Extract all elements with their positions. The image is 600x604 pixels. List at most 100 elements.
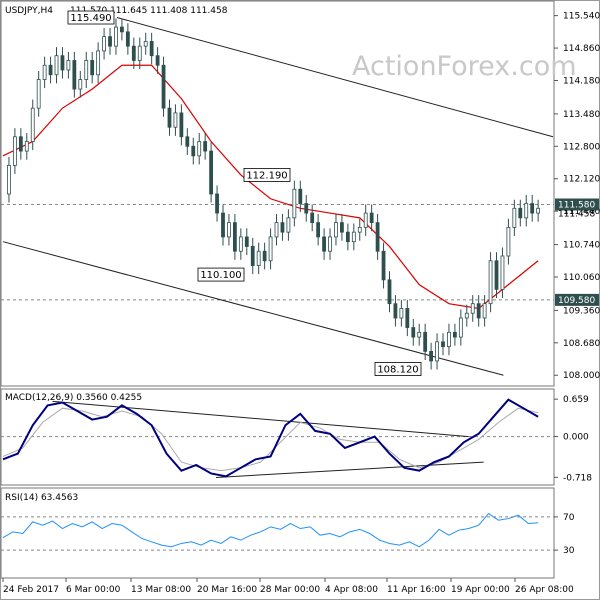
price-tick-label: 108.000	[563, 371, 600, 381]
candle-body	[36, 79, 41, 109]
candle-body	[232, 222, 237, 252]
candle-body	[357, 226, 362, 233]
candle-body	[387, 279, 392, 305]
candle-body	[458, 317, 463, 338]
candle-body	[197, 141, 202, 157]
candle-body	[405, 308, 410, 328]
candle-body	[316, 222, 321, 238]
price-tick-label: 111.440	[563, 207, 600, 217]
support-price-box	[555, 293, 599, 306]
candle-body	[227, 222, 231, 238]
candle-body	[161, 64, 166, 109]
candle-body	[494, 260, 499, 290]
price-lines	[1, 17, 554, 376]
sma-line	[2, 64, 539, 310]
candle-body	[488, 260, 493, 305]
price-annotation-label: 110.100	[200, 270, 241, 281]
x-tick-label: 13 Mar 08:00	[131, 585, 191, 595]
candle-body	[470, 303, 475, 314]
candle-body	[435, 341, 439, 362]
candle-body	[149, 40, 154, 57]
candle-body	[417, 331, 422, 338]
candle-body	[30, 107, 35, 142]
candle-body	[369, 212, 374, 224]
macd-tick-label: 0.659	[563, 395, 589, 405]
rsi-panel-border	[0, 487, 555, 579]
macd-lines	[2, 398, 539, 478]
macd-axis: 0.659 0.000 -0.718	[1, 395, 592, 483]
price-annotation-label: 115.490	[70, 13, 111, 24]
candle-body	[500, 255, 505, 290]
candle-body	[131, 45, 136, 61]
current-price-overlay: 111.458	[558, 209, 595, 219]
price-annotation-box	[67, 10, 115, 25]
candle-body	[524, 203, 529, 219]
candle-body	[7, 164, 11, 195]
x-axis: 24 Feb 2017 6 Mar 00:00 13 Mar 08:00 20 Mar…	[2, 578, 574, 595]
price-tick-label: 114.180	[563, 76, 600, 86]
x-tick-label: 6 Mar 00:00	[66, 585, 121, 595]
price-tick-label: 115.540	[563, 12, 600, 22]
candle-body	[262, 250, 267, 262]
candle-body	[381, 250, 386, 281]
x-tick-label: 19 Apr 00:00	[451, 585, 510, 595]
price-annotation-label: 108.120	[377, 365, 418, 376]
candle-body	[155, 55, 160, 66]
price-tick-label: 113.480	[563, 110, 600, 120]
candle-body	[18, 136, 23, 152]
candle-body	[108, 36, 112, 47]
price-tick-label: 112.800	[563, 142, 600, 152]
price-header-symbol: USDJPY,H4	[5, 6, 53, 16]
candle-body	[423, 331, 428, 352]
candle-body	[102, 36, 106, 52]
candle-body	[173, 112, 178, 128]
rsi-axis: 70 30	[1, 513, 575, 556]
candle-body	[334, 222, 338, 238]
price-annotation-label: 112.190	[246, 170, 287, 181]
candle-body	[345, 231, 350, 243]
candle-body	[328, 236, 332, 252]
rsi-tick-label: 70	[563, 513, 575, 523]
candle-body	[340, 222, 344, 233]
candle-body	[250, 246, 255, 266]
candle-body	[351, 231, 356, 243]
candle-body	[429, 350, 434, 362]
candle-body	[78, 79, 83, 90]
candle-body	[292, 188, 297, 219]
rsi-lines	[2, 512, 539, 548]
macd-main-line	[2, 398, 539, 478]
candle-body	[125, 31, 130, 47]
candle-body	[185, 136, 190, 147]
candle-body	[12, 136, 17, 166]
price-annotation-box	[197, 267, 245, 282]
rsi-line	[2, 512, 539, 548]
candle-body	[375, 222, 380, 252]
candle-body	[24, 141, 29, 152]
candle-body	[114, 26, 118, 47]
watermark: ActionForex.com	[352, 51, 577, 82]
macd-trend-upper	[52, 400, 469, 438]
candle-body	[209, 150, 214, 195]
candle-body	[411, 327, 416, 338]
candle-body	[464, 312, 469, 319]
macd-tick-label: 0.000	[563, 433, 589, 443]
price-panel-border	[0, 0, 555, 387]
candle-body	[286, 217, 291, 233]
candle-body	[221, 212, 225, 238]
candle-body	[167, 107, 172, 128]
candle-body	[452, 331, 457, 338]
price-annotation-box	[243, 167, 291, 182]
candle-body	[322, 236, 326, 252]
x-tick-label: 24 Feb 2017	[3, 585, 59, 595]
candle-body	[482, 303, 487, 319]
price-tick-label: 108.680	[563, 339, 600, 349]
candle-body	[274, 222, 279, 238]
price-tick-label: 112.120	[563, 175, 600, 185]
candle-body	[256, 250, 261, 266]
candle-body	[244, 236, 249, 247]
candle-body	[215, 193, 219, 214]
x-tick-label: 26 Apr 08:00	[515, 585, 574, 595]
rsi-title: RSI(14) 63.4563	[5, 493, 78, 503]
